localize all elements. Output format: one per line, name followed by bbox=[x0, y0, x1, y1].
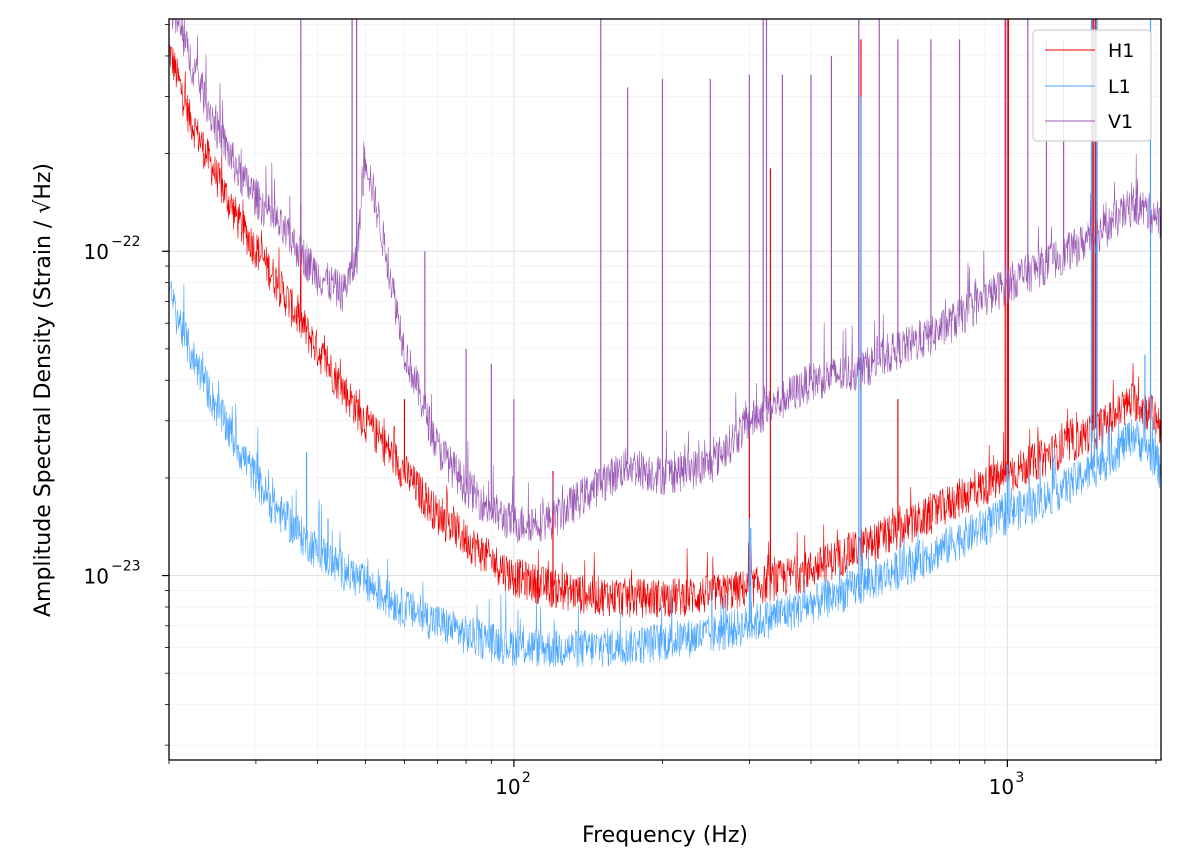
plot-area bbox=[169, 19, 1161, 668]
y-tick-label: 10 bbox=[84, 565, 109, 589]
series-line-h1 bbox=[169, 43, 1161, 618]
x-tick-label: 10 bbox=[495, 775, 520, 799]
series-line-v1 bbox=[172, 19, 1161, 543]
y-tick-label-exponent: −22 bbox=[111, 234, 141, 250]
axes-frame bbox=[168, 18, 1162, 761]
y-tick-label-exponent: −23 bbox=[111, 559, 141, 575]
legend-label-h1: H1 bbox=[1108, 40, 1134, 62]
x-tick-label-exponent: 3 bbox=[1015, 770, 1024, 786]
series-line-l1 bbox=[169, 280, 1161, 668]
series-v1 bbox=[172, 19, 1161, 543]
y-axis-label: Amplitude Spectral Density (Strain / √Hz… bbox=[31, 163, 56, 617]
x-tick-label-exponent: 2 bbox=[522, 770, 531, 786]
x-axis-label: Frequency (Hz) bbox=[582, 823, 748, 848]
legend-label-v1: V1 bbox=[1108, 111, 1133, 133]
y-tick-label: 10 bbox=[84, 240, 109, 264]
x-tick-label: 10 bbox=[989, 775, 1014, 799]
legend: H1 L1 V1 bbox=[1032, 29, 1152, 142]
legend-label-l1: L1 bbox=[1108, 76, 1131, 98]
